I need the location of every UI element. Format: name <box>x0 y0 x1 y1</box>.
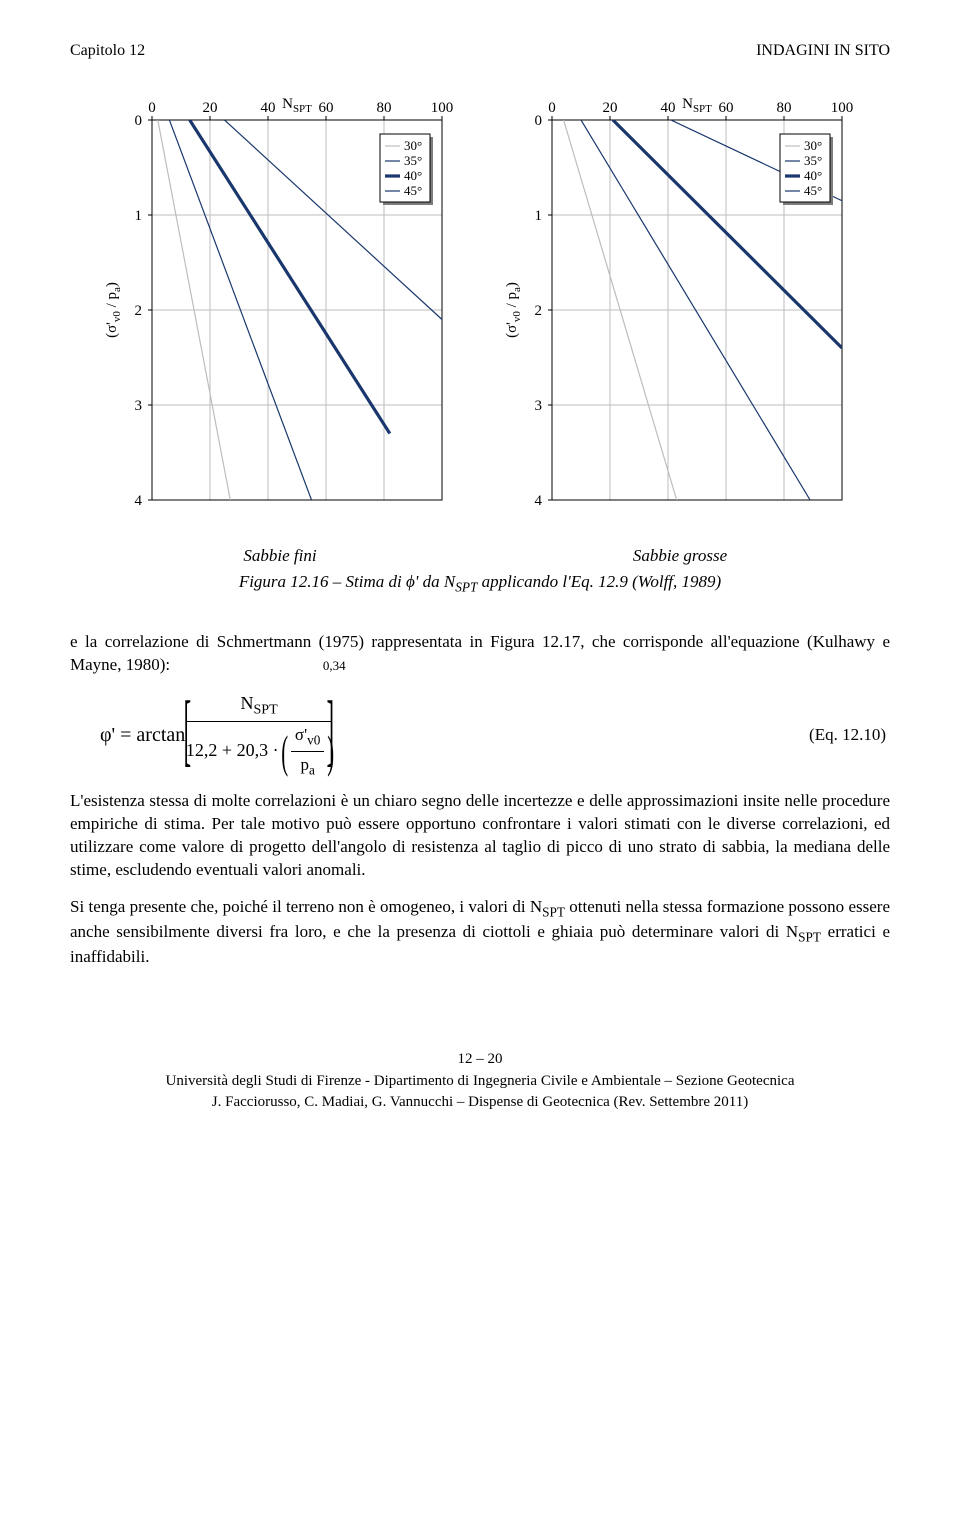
svg-text:1: 1 <box>135 208 143 224</box>
svg-text:30°: 30° <box>804 138 822 153</box>
svg-text:(σ'v0 / pa): (σ'v0 / pa) <box>504 282 523 338</box>
svg-text:40: 40 <box>661 100 676 116</box>
eq-outer-frac: NSPT 12,2 + 20,3 · ( σ'v0 pa ) <box>186 691 332 780</box>
svg-text:0: 0 <box>535 113 543 129</box>
svg-text:100: 100 <box>831 100 854 116</box>
page-header: Capitolo 12 INDAGINI IN SITO <box>70 40 890 62</box>
chart-right: NSPT 0 20 40 60 80 100 0 1 2 3 4 (σ'v0 / pa) 30°35°40… <box>500 92 860 539</box>
svg-text:45°: 45° <box>404 183 422 198</box>
eq-exponent: 0,34 <box>323 657 346 746</box>
svg-text:0: 0 <box>548 100 556 116</box>
eq-num: NSPT <box>186 691 332 723</box>
svg-text:80: 80 <box>777 100 792 116</box>
equation-number: (Eq. 12.10) <box>809 724 890 747</box>
eq-den-a: 12,2 + 20,3 · <box>186 740 279 760</box>
svg-text:35°: 35° <box>804 153 822 168</box>
paren-left-icon: ( <box>281 729 288 775</box>
figure-caption-text: Figura 12.16 – Stima di ϕ' da NSPT appli… <box>239 572 721 591</box>
footer-line2: J. Facciorusso, C. Madiai, G. Vannucchi … <box>70 1092 890 1112</box>
svg-text:3: 3 <box>135 398 143 414</box>
chart-left-svg: NSPT 0 20 40 60 80 100 0 1 2 3 4 (σ'v0 / pa) 30°35°40… <box>100 92 460 532</box>
svg-text:0: 0 <box>148 100 156 116</box>
eq-prefix: φ' = arctan <box>100 722 185 749</box>
para-2: Si tenga presente che, poiché il terreno… <box>70 896 890 970</box>
svg-text:NSPT: NSPT <box>682 96 712 115</box>
svg-text:45°: 45° <box>804 183 822 198</box>
header-left: Capitolo 12 <box>70 40 145 62</box>
footer-line1: Università degli Studi di Firenze - Dipa… <box>70 1071 890 1091</box>
svg-text:4: 4 <box>535 493 543 509</box>
page-footer: 12 – 20 Università degli Studi di Firenz… <box>70 1049 890 1112</box>
svg-text:40°: 40° <box>404 168 422 183</box>
svg-text:4: 4 <box>135 493 143 509</box>
eq-frac2-den: pa <box>291 752 324 779</box>
svg-text:20: 20 <box>603 100 618 116</box>
eq-inner-frac: σ'v0 pa <box>291 724 324 780</box>
eq-den: 12,2 + 20,3 · ( σ'v0 pa ) <box>186 722 332 780</box>
header-right: INDAGINI IN SITO <box>756 40 890 62</box>
svg-text:40°: 40° <box>804 168 822 183</box>
svg-text:40: 40 <box>261 100 276 116</box>
svg-text:80: 80 <box>377 100 392 116</box>
intro-para: e la correlazione di Schmertmann (1975) … <box>70 631 890 677</box>
bracket-left-icon: [ <box>184 691 191 780</box>
caption-left: Sabbie fini <box>100 545 460 568</box>
equation: φ' = arctan [ NSPT 12,2 + 20,3 · ( σ'v0 … <box>70 691 809 780</box>
svg-text:1: 1 <box>535 208 543 224</box>
page-number: 12 – 20 <box>70 1049 890 1069</box>
chart-left: NSPT 0 20 40 60 80 100 0 1 2 3 4 (σ'v0 / pa) 30°35°40… <box>100 92 460 539</box>
figure-caption: Figura 12.16 – Stima di ϕ' da NSPT appli… <box>70 571 890 596</box>
svg-text:3: 3 <box>535 398 543 414</box>
chart-right-svg: NSPT 0 20 40 60 80 100 0 1 2 3 4 (σ'v0 / pa) 30°35°40… <box>500 92 860 532</box>
captions-row: Sabbie fini Sabbie grosse <box>70 545 890 568</box>
svg-text:2: 2 <box>535 303 543 319</box>
eq-frac2-num: σ'v0 <box>291 724 324 752</box>
svg-text:60: 60 <box>319 100 334 116</box>
svg-text:30°: 30° <box>404 138 422 153</box>
para-1: L'esistenza stessa di molte correlazioni… <box>70 790 890 882</box>
charts-row: NSPT02040608010001234(σ'v0 / pa)30°35°40… <box>70 92 890 539</box>
equation-block: φ' = arctan [ NSPT 12,2 + 20,3 · ( σ'v0 … <box>70 691 890 780</box>
svg-text:100: 100 <box>431 100 454 116</box>
svg-text:35°: 35° <box>404 153 422 168</box>
svg-text:0: 0 <box>135 113 143 129</box>
svg-text:(σ'v0 / pa): (σ'v0 / pa) <box>104 282 123 338</box>
svg-text:NSPT: NSPT <box>282 96 312 115</box>
svg-text:60: 60 <box>719 100 734 116</box>
svg-text:2: 2 <box>135 303 143 319</box>
caption-right: Sabbie grosse <box>500 545 860 568</box>
svg-text:20: 20 <box>203 100 218 116</box>
